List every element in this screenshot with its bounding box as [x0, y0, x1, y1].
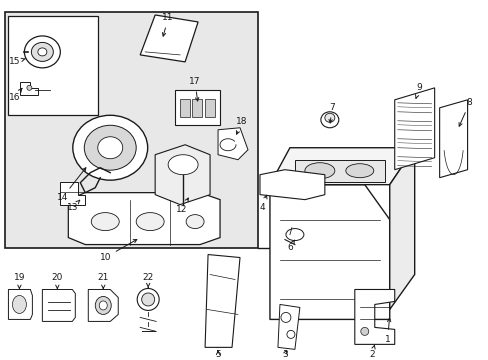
Polygon shape — [294, 160, 384, 182]
Text: 9: 9 — [415, 84, 422, 98]
Polygon shape — [42, 289, 75, 321]
Ellipse shape — [98, 137, 122, 159]
Ellipse shape — [31, 42, 53, 62]
Ellipse shape — [345, 164, 373, 178]
Polygon shape — [269, 185, 389, 319]
Text: 17: 17 — [189, 77, 201, 101]
Text: 16: 16 — [9, 88, 22, 102]
Ellipse shape — [324, 113, 334, 122]
Text: 20: 20 — [52, 273, 63, 288]
Ellipse shape — [73, 115, 147, 180]
Ellipse shape — [186, 215, 203, 229]
Bar — [180, 99, 190, 117]
Polygon shape — [277, 305, 299, 349]
Polygon shape — [155, 145, 210, 204]
Text: 22: 22 — [142, 273, 154, 288]
Polygon shape — [394, 88, 434, 170]
Bar — [5, 12, 258, 248]
Ellipse shape — [136, 213, 164, 231]
Polygon shape — [260, 170, 324, 200]
Polygon shape — [204, 255, 240, 347]
Text: 14: 14 — [57, 168, 86, 202]
Bar — [204, 99, 215, 117]
Text: 11: 11 — [162, 13, 174, 36]
Polygon shape — [20, 82, 38, 95]
Ellipse shape — [24, 36, 60, 68]
Text: 8: 8 — [458, 98, 471, 126]
Bar — [8, 16, 98, 115]
Ellipse shape — [84, 125, 136, 170]
Ellipse shape — [281, 312, 290, 323]
Polygon shape — [140, 15, 198, 62]
Ellipse shape — [285, 229, 303, 240]
Ellipse shape — [142, 293, 154, 306]
Text: 5: 5 — [215, 350, 221, 359]
Ellipse shape — [27, 85, 32, 90]
Text: 10: 10 — [99, 239, 137, 262]
Ellipse shape — [304, 163, 334, 179]
Text: 7: 7 — [328, 103, 334, 123]
Polygon shape — [269, 148, 414, 185]
Text: 4: 4 — [259, 195, 266, 212]
Text: 12: 12 — [176, 198, 188, 214]
Ellipse shape — [320, 112, 338, 128]
Ellipse shape — [38, 48, 47, 56]
Ellipse shape — [99, 301, 107, 310]
Text: 15: 15 — [9, 57, 25, 66]
Text: 21: 21 — [98, 273, 109, 288]
Text: 1: 1 — [384, 318, 390, 344]
Polygon shape — [175, 90, 220, 125]
Ellipse shape — [95, 297, 111, 314]
Polygon shape — [68, 193, 220, 244]
Bar — [192, 99, 202, 117]
Text: 6: 6 — [286, 240, 294, 252]
Polygon shape — [60, 182, 85, 204]
Text: 3: 3 — [282, 350, 287, 359]
Polygon shape — [439, 100, 467, 178]
Ellipse shape — [12, 296, 26, 314]
Text: 19: 19 — [14, 273, 25, 288]
Text: 13: 13 — [66, 200, 80, 212]
Text: 18: 18 — [236, 117, 247, 134]
Text: 2: 2 — [368, 345, 374, 359]
Ellipse shape — [91, 213, 119, 231]
Polygon shape — [8, 289, 32, 319]
Ellipse shape — [360, 327, 368, 336]
Polygon shape — [389, 148, 414, 310]
Polygon shape — [88, 289, 118, 321]
Ellipse shape — [286, 330, 294, 338]
Polygon shape — [218, 128, 247, 160]
Ellipse shape — [137, 288, 159, 310]
Ellipse shape — [168, 155, 198, 175]
Polygon shape — [354, 289, 394, 345]
